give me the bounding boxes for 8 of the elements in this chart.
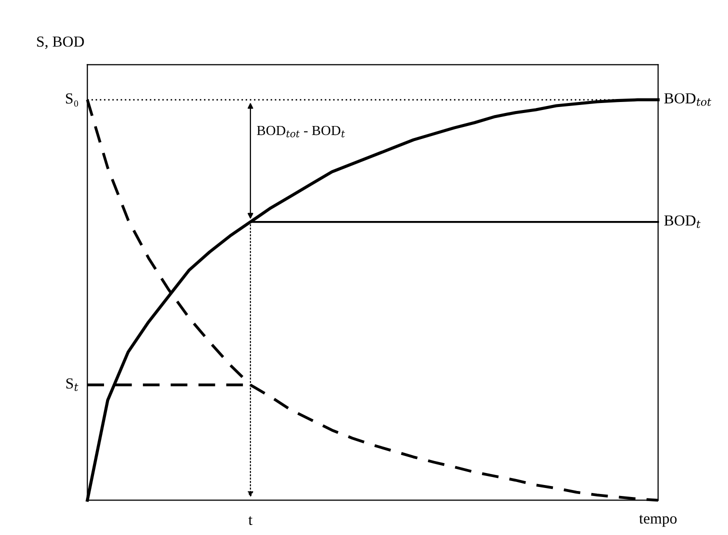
y-axis-title: S, BOD: [37, 36, 84, 49]
series-label: BOD$_{tot}$: [664, 93, 712, 106]
series-label: BOD$_{t}$: [664, 215, 701, 228]
text: S$_{t}$: [66, 378, 78, 391]
text: S₀: [66, 93, 78, 107]
x-axis-title: tempo: [639, 514, 677, 527]
annotation: BOD$_{tot}$ - BOD$_{t}$: [256, 126, 345, 138]
text: t: [248, 516, 252, 525]
